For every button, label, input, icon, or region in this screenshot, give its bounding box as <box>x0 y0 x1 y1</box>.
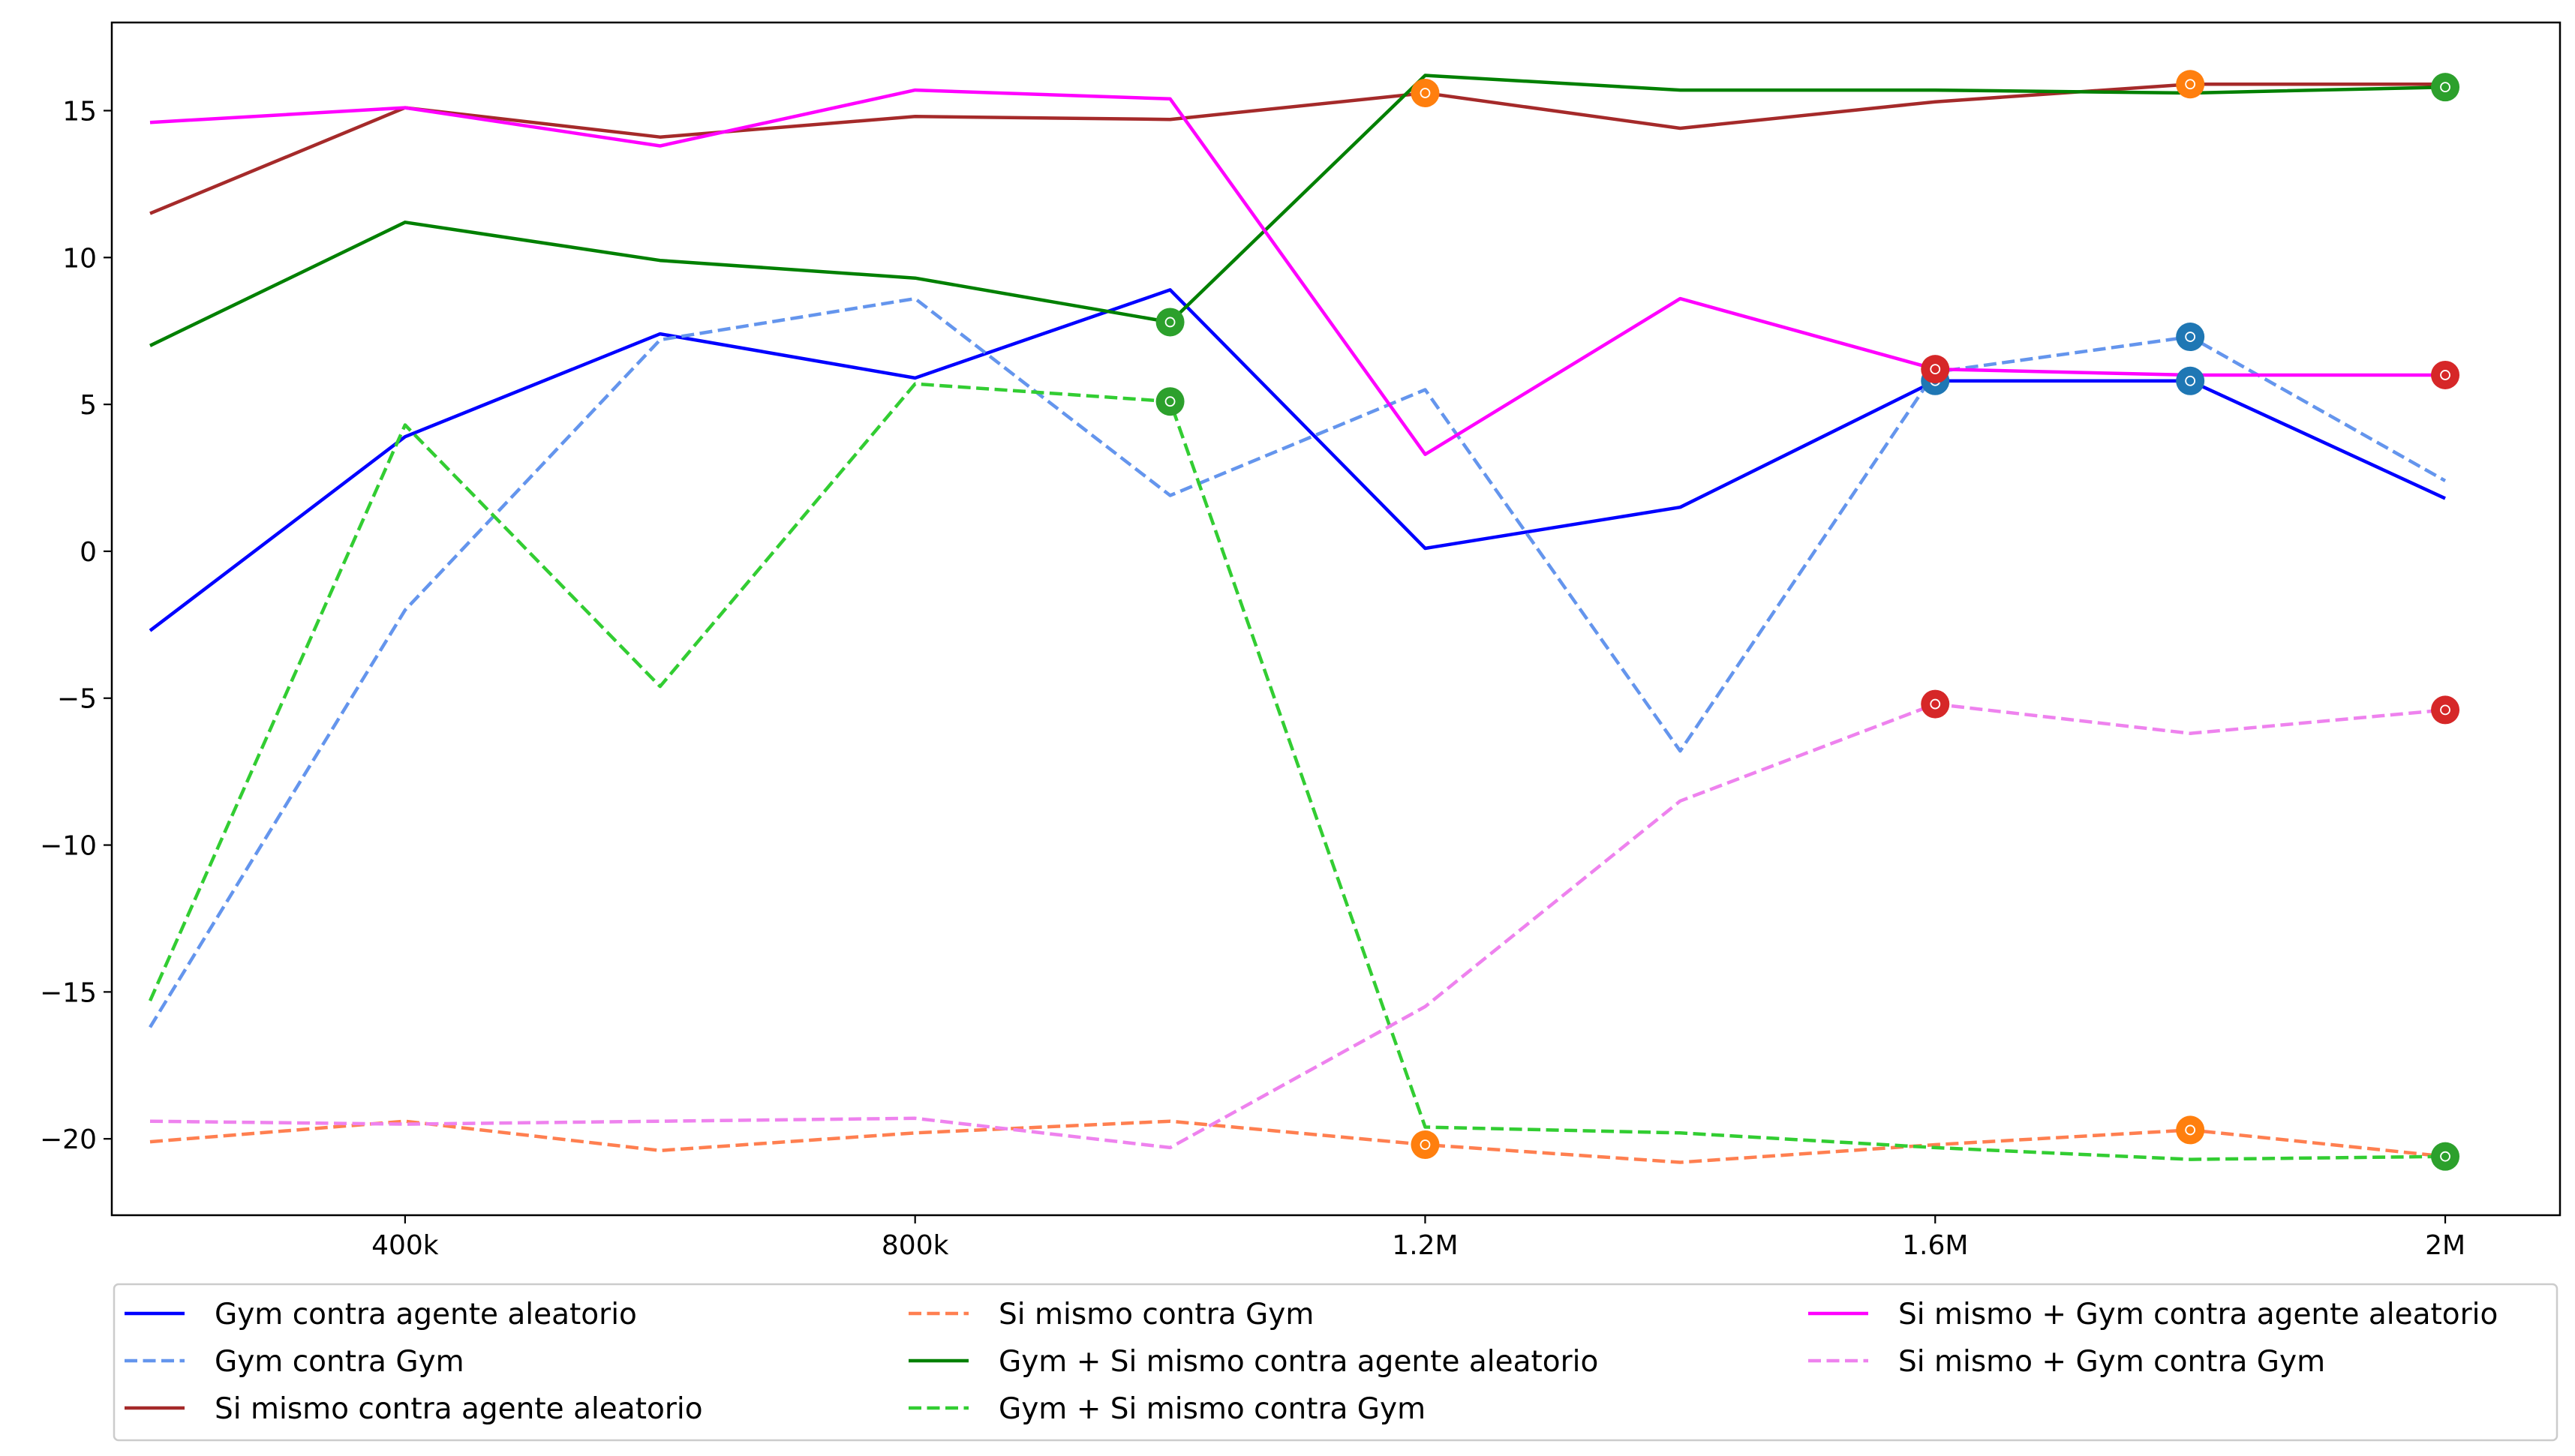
legend-entry: Si mismo + Gym contra Gym <box>1808 1345 2325 1379</box>
series-layer <box>148 74 2447 1164</box>
series-3-marker <box>2176 70 2205 99</box>
plot-background <box>112 23 2560 1215</box>
series-3-marker <box>1411 78 1440 107</box>
series-8-marker <box>1921 689 1950 719</box>
series-7-marker <box>1921 355 1950 384</box>
y-tick-label: 15 <box>62 96 97 127</box>
series-4-marker <box>2176 1115 2205 1145</box>
legend-entry: Gym contra Gym <box>125 1345 464 1379</box>
y-tick-label: −5 <box>57 684 97 715</box>
series-2-marker <box>2176 323 2205 352</box>
legend-label: Gym + Si mismo contra Gym <box>999 1392 1426 1426</box>
legend-label: Gym contra Gym <box>215 1345 464 1379</box>
x-tick-label: 1.6M <box>1902 1230 1968 1261</box>
series-5-marker <box>1155 308 1185 337</box>
x-tick-label: 400k <box>371 1230 439 1261</box>
legend: Gym contra agente aleatorio Gym contra Gy… <box>113 1283 2558 1442</box>
y-tick-label: −10 <box>40 831 97 862</box>
series-7-marker <box>2431 360 2460 389</box>
x-tick-label: 1.2M <box>1392 1230 1458 1261</box>
legend-label: Si mismo + Gym contra Gym <box>1898 1345 2325 1379</box>
series-line-2 <box>149 296 2447 1028</box>
legend-frame <box>113 1283 2558 1442</box>
y-tick-label: 5 <box>80 390 97 421</box>
series-5-marker <box>2431 73 2460 102</box>
x-tick-label: 800k <box>882 1230 949 1261</box>
legend-label: Si mismo contra agente aleatorio <box>215 1392 703 1426</box>
legend-entry: Si mismo + Gym contra agente aleatorio <box>1808 1298 2498 1331</box>
series-6-marker <box>2431 1142 2460 1171</box>
series-line-7 <box>149 88 2445 456</box>
legend-entry: Si mismo contra agente aleatorio <box>125 1392 703 1426</box>
legend-entry: Si mismo contra Gym <box>909 1298 1314 1331</box>
y-tick-label: −20 <box>40 1124 97 1155</box>
series-line-1 <box>149 288 2446 632</box>
series-line-4 <box>149 1119 2446 1164</box>
series-line-6 <box>148 382 2446 1161</box>
legend-entry: Gym + Si mismo contra agente aleatorio <box>909 1345 1598 1379</box>
marker-layer <box>1155 70 2460 1171</box>
legend-label: Gym + Si mismo contra agente aleatorio <box>999 1345 1598 1379</box>
axis-layer: 400k 800k 1.2M 1.6M 2M 15 10 5 0 −5 −10 −15 −20 <box>40 96 2465 1261</box>
series-1-marker <box>2176 366 2205 395</box>
series-6-marker <box>1155 387 1185 416</box>
plot-frame <box>110 21 2561 1217</box>
legend-entry: Gym contra agente aleatorio <box>125 1298 637 1331</box>
y-tick-label: 10 <box>62 243 97 274</box>
series-4-marker <box>1411 1130 1440 1160</box>
y-tick-label: 0 <box>80 537 97 568</box>
legend-label: Si mismo contra Gym <box>999 1298 1314 1331</box>
legend-label: Si mismo + Gym contra agente aleatorio <box>1898 1298 2498 1331</box>
series-8-marker <box>2431 695 2460 725</box>
series-line-5 <box>149 74 2446 347</box>
series-line-8 <box>149 702 2446 1150</box>
legend-entry: Gym + Si mismo contra Gym <box>909 1392 1426 1426</box>
x-tick-label: 2M <box>2425 1230 2465 1261</box>
legend-label: Gym contra agente aleatorio <box>215 1298 637 1331</box>
y-tick-label: −15 <box>40 977 97 1008</box>
